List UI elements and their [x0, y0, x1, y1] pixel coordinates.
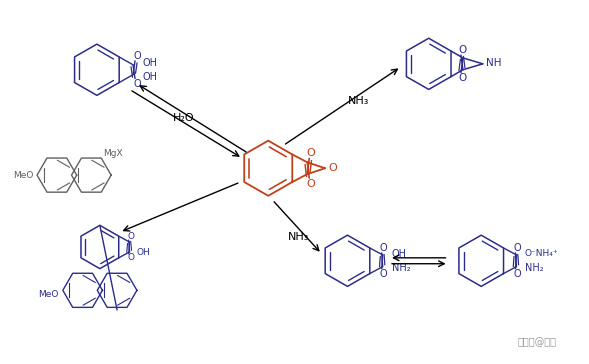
Text: O: O: [133, 51, 141, 61]
Text: 搜狐号@子子: 搜狐号@子子: [518, 337, 557, 348]
Text: O: O: [459, 72, 467, 83]
Text: O: O: [459, 45, 467, 55]
Text: O: O: [133, 79, 141, 88]
Text: OH: OH: [143, 72, 158, 82]
Text: MgX: MgX: [103, 149, 123, 158]
Text: O⁻NH₄⁺: O⁻NH₄⁺: [524, 249, 558, 258]
Text: O: O: [307, 179, 316, 189]
Text: OH: OH: [137, 248, 150, 257]
Text: O: O: [380, 269, 388, 278]
Text: O: O: [380, 243, 388, 253]
Text: O: O: [514, 269, 521, 278]
Text: O: O: [127, 232, 134, 241]
Text: O: O: [514, 243, 521, 253]
Text: OH: OH: [392, 249, 406, 259]
Text: NH₂: NH₂: [392, 263, 410, 273]
Text: H₂O: H₂O: [173, 113, 195, 123]
Text: O: O: [127, 253, 134, 262]
Text: NH: NH: [486, 58, 501, 68]
Text: OH: OH: [143, 58, 158, 68]
Text: MeO: MeO: [38, 290, 59, 299]
Text: MeO: MeO: [13, 171, 33, 179]
Text: NH₃: NH₃: [348, 96, 369, 106]
Text: NH₂: NH₂: [525, 263, 544, 273]
Text: NH₃: NH₃: [288, 232, 309, 242]
Text: O: O: [329, 163, 337, 173]
Text: O: O: [307, 149, 316, 158]
